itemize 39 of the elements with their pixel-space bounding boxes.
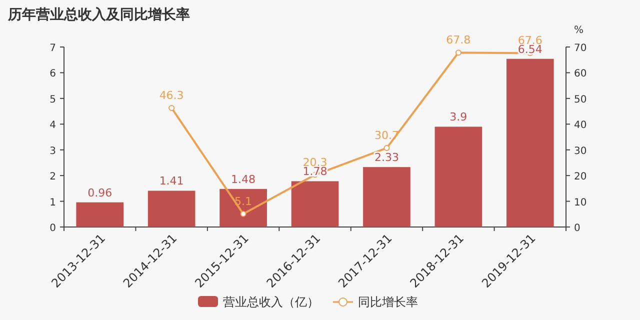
bar — [148, 190, 196, 227]
y-tick-label: 7 — [50, 43, 56, 54]
y2-tick-label: 50 — [574, 94, 587, 106]
y-tick-label: 3 — [50, 146, 56, 157]
bar — [291, 181, 339, 227]
data-label: 1.41 — [159, 174, 184, 188]
point — [240, 210, 246, 217]
point — [384, 145, 390, 152]
data-label: 5.1 — [234, 194, 252, 208]
y-tick-label: 1 — [50, 197, 56, 208]
chart-title: 历年营业总收入及同比增长率 — [7, 6, 190, 23]
y2-tick-label: 30 — [574, 146, 587, 157]
y-tick-label: 2 — [50, 172, 56, 183]
y-tick-label: 5 — [50, 94, 56, 106]
data-label: 46.3 — [159, 88, 184, 102]
bar — [434, 126, 482, 227]
legend-label: 营业总收入（亿） — [223, 295, 319, 309]
y2-tick-label: 70 — [574, 43, 587, 54]
point — [455, 50, 462, 56]
y2-tick-label: 60 — [574, 68, 587, 80]
y2-axis-title: % — [574, 25, 584, 36]
bar — [220, 188, 267, 227]
point — [168, 104, 175, 111]
data-label: 3.9 — [450, 110, 468, 124]
bar — [76, 202, 124, 227]
y2-tick-label: 40 — [574, 120, 587, 132]
y-tick-label: 4 — [50, 120, 56, 132]
data-label: 67.8 — [446, 34, 471, 47]
y-tick-label: 6 — [50, 68, 56, 80]
bar — [506, 58, 554, 227]
y-tick-label: 0 — [50, 223, 56, 234]
y2-tick-label: 10 — [574, 197, 587, 208]
y2-tick-label: 20 — [574, 172, 587, 183]
bar — [363, 167, 410, 227]
data-label: 0.96 — [88, 186, 112, 200]
data-label: 1.48 — [231, 172, 256, 186]
data-label: 2.33 — [374, 151, 399, 164]
y2-tick-label: 0 — [574, 223, 580, 234]
legend-label: 同比增长率 — [358, 295, 418, 309]
